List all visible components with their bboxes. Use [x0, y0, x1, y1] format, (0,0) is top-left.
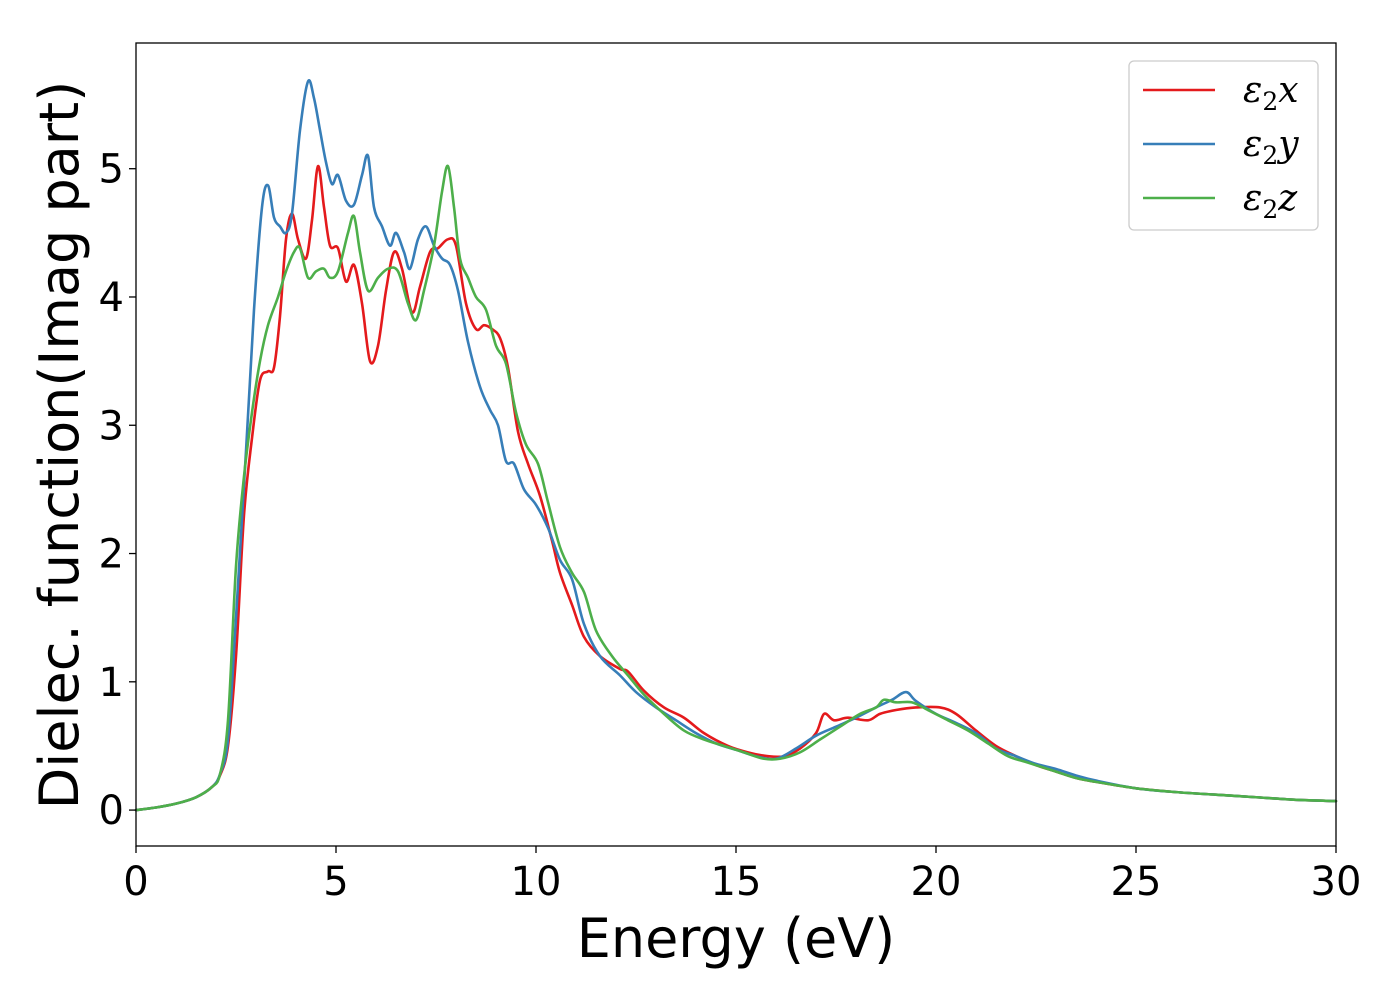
- y-tick-label: 1: [99, 660, 124, 706]
- x-tick-label: 25: [1111, 859, 1162, 905]
- y-axis-ticks: 0 1 2 3 4 5: [99, 147, 136, 834]
- series-lines: [134, 79, 1338, 812]
- x-axis-ticks: 0 5 10 15 20 25 30: [123, 846, 1361, 905]
- x-tick-label: 20: [911, 859, 962, 905]
- x-tick-label: 30: [1311, 859, 1362, 905]
- legend: ε2x ε2y ε2z: [1128, 60, 1319, 231]
- x-tick-label: 10: [511, 859, 562, 905]
- y-tick-label: 2: [99, 532, 124, 578]
- x-tick-label: 15: [711, 859, 762, 905]
- legend-label-y: ε2y: [1243, 124, 1299, 170]
- x-axis-label: Energy (eV): [577, 907, 896, 970]
- x-tick-label: 5: [323, 859, 348, 905]
- series-line-z: [134, 164, 1338, 812]
- legend-label-z: ε2z: [1243, 178, 1298, 224]
- legend-label-x: ε2x: [1243, 70, 1299, 116]
- x-tick-label: 0: [123, 859, 148, 905]
- legend-items: ε2x ε2y ε2z: [1143, 70, 1299, 224]
- y-axis-label: Dielec. function(Imag part): [28, 81, 91, 810]
- y-tick-label: 4: [99, 275, 124, 321]
- y-tick-label: 0: [99, 788, 124, 834]
- legend-frame: [1128, 60, 1319, 231]
- y-tick-label: 3: [99, 403, 124, 449]
- y-tick-label: 5: [99, 147, 124, 193]
